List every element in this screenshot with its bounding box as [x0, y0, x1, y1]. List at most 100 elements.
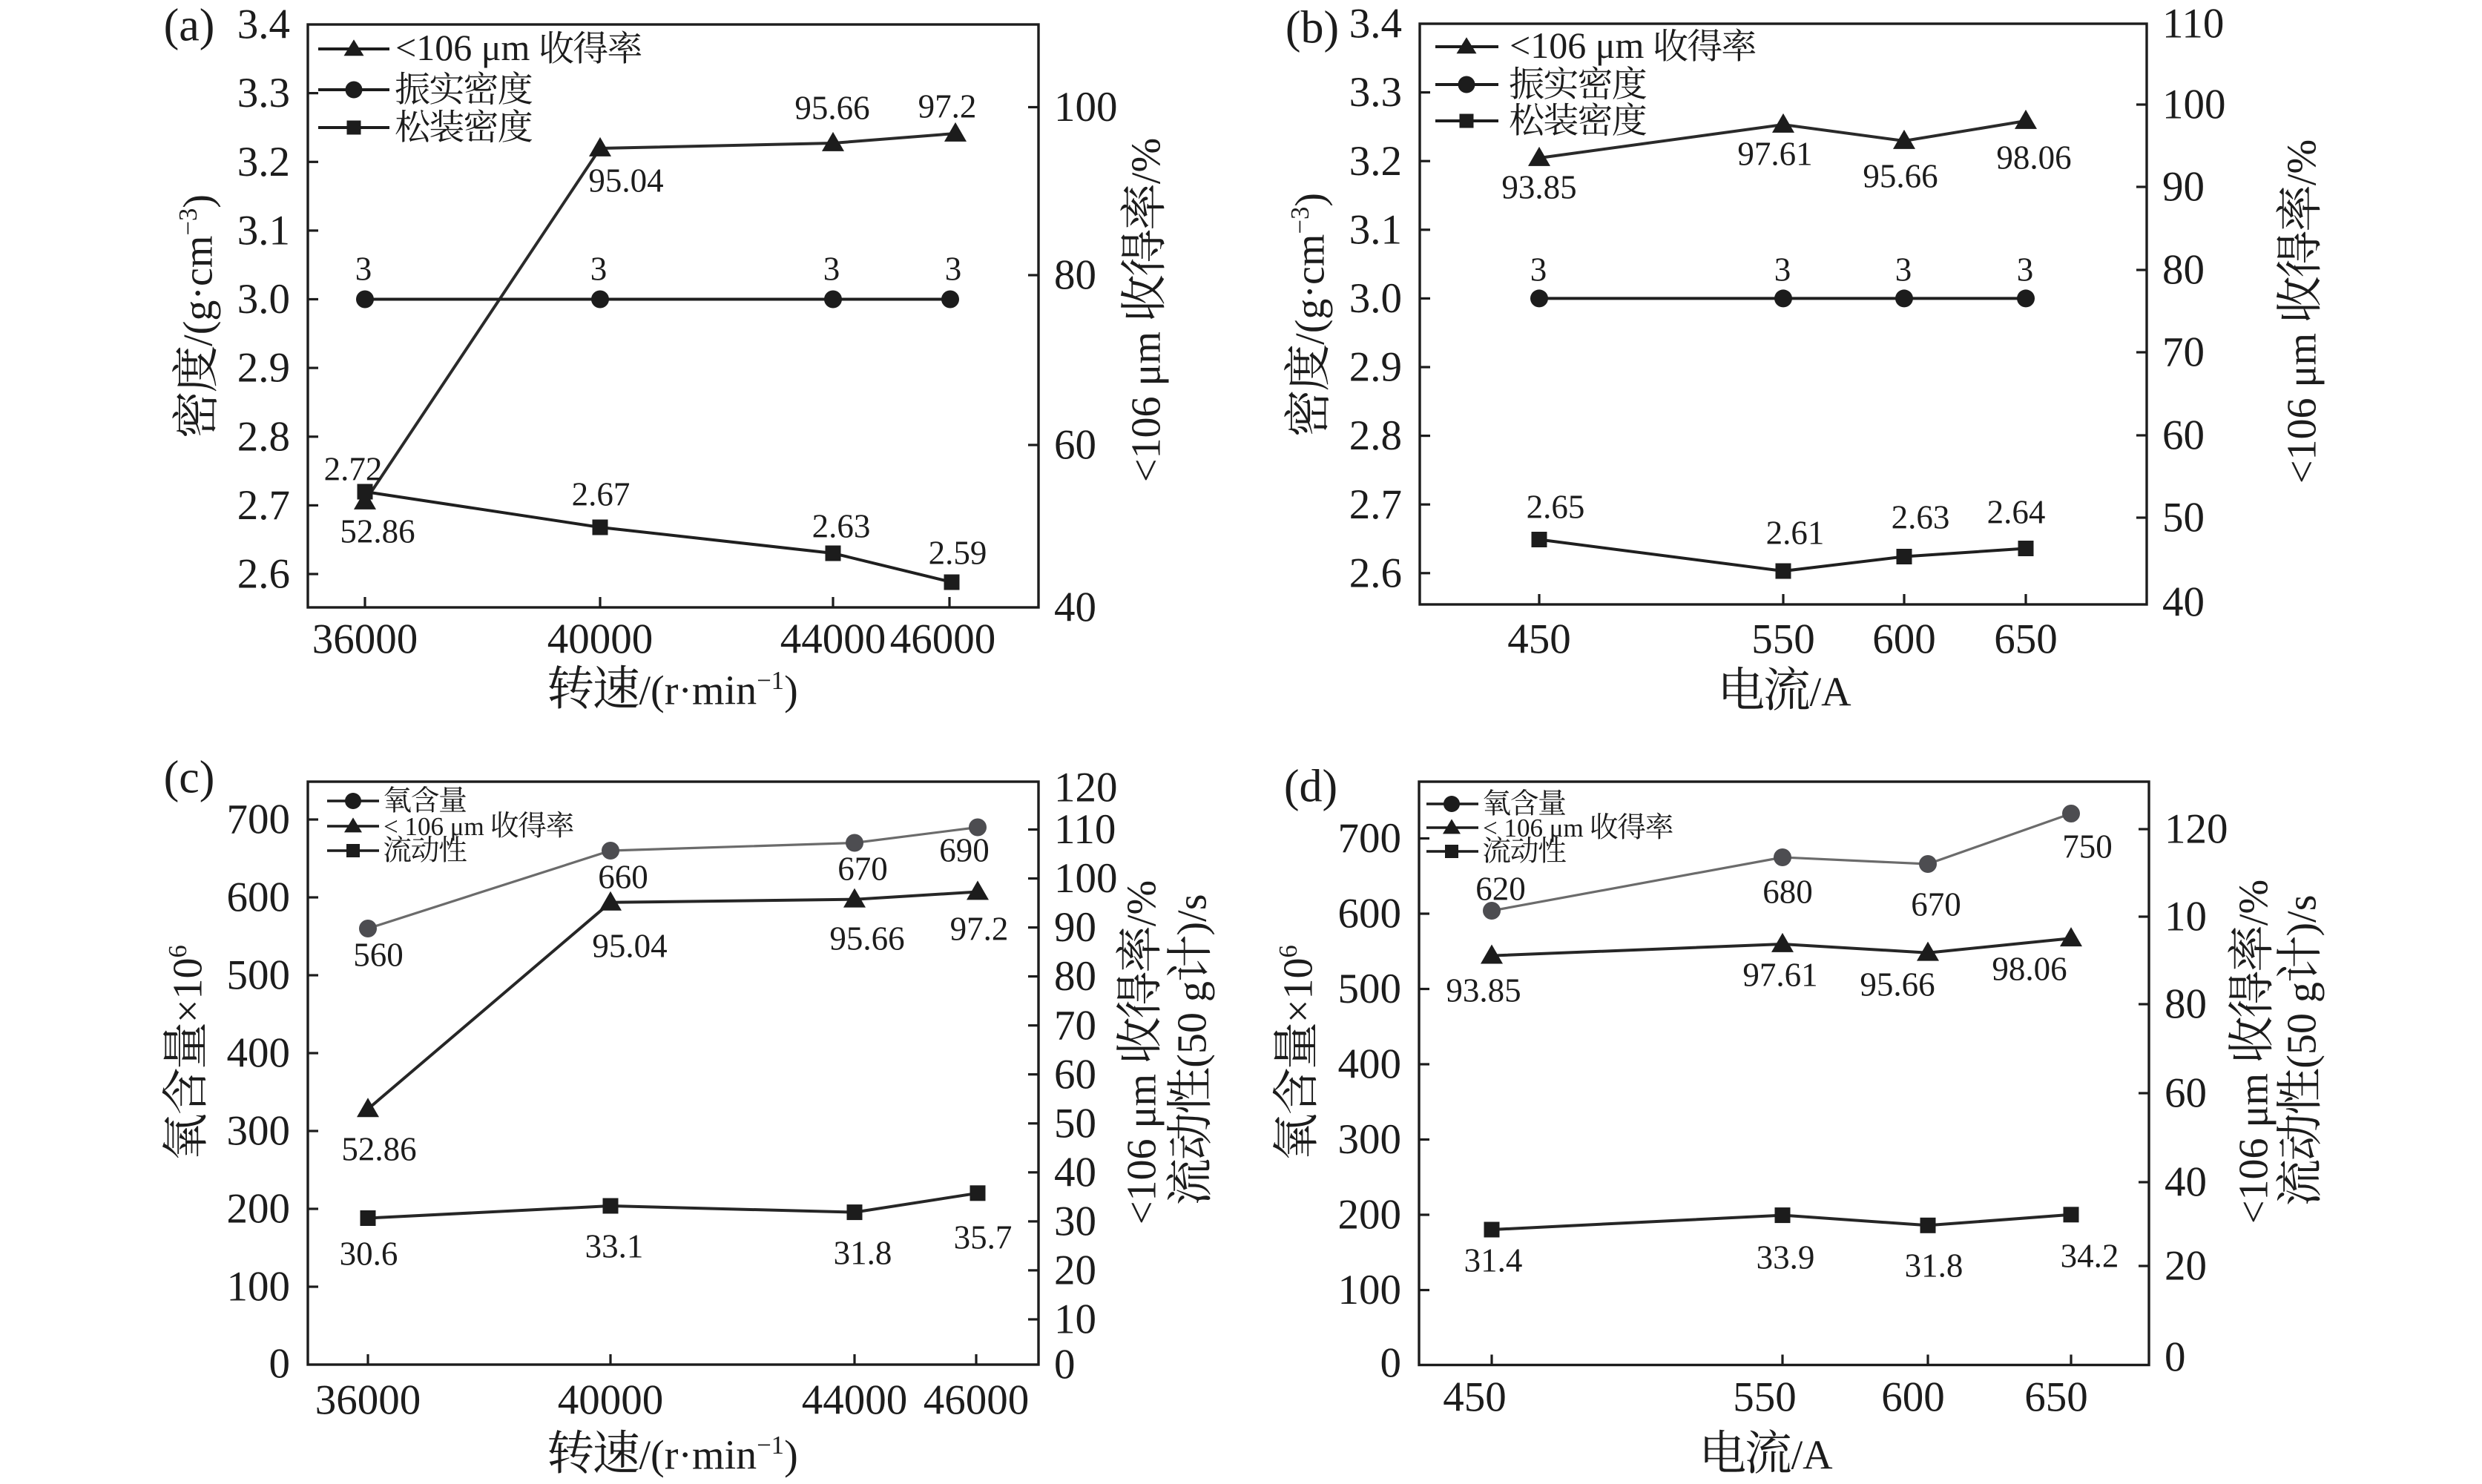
svg-text:95.66: 95.66 [1863, 158, 1938, 195]
svg-text:400: 400 [1338, 1041, 1402, 1088]
svg-text:<106 μm: <106 μm [2231, 1073, 2277, 1224]
svg-text:2.7: 2.7 [1349, 481, 1402, 528]
svg-text:2.64: 2.64 [1987, 494, 2046, 531]
svg-text:50: 50 [2162, 495, 2205, 541]
svg-text:3: 3 [1895, 251, 1912, 288]
svg-text:40: 40 [1054, 584, 1096, 631]
svg-text:100: 100 [1054, 84, 1118, 131]
svg-text:)/s: )/s [2279, 895, 2325, 937]
svg-text:60: 60 [2162, 412, 2205, 459]
svg-text:31.8: 31.8 [1905, 1247, 1963, 1285]
svg-text:/(r·min: /(r·min [639, 667, 757, 713]
svg-text:620: 620 [1475, 871, 1526, 908]
svg-text:60: 60 [1054, 1051, 1096, 1098]
svg-text:750: 750 [2062, 828, 2113, 865]
svg-text:670: 670 [1911, 886, 1961, 923]
svg-text:<106 μm: <106 μm [1123, 332, 1169, 482]
svg-text:36000: 36000 [315, 1377, 421, 1424]
svg-text:/A: /A [1791, 1432, 1834, 1478]
svg-text:3: 3 [945, 251, 962, 288]
svg-text:/(g·cm: /(g·cm [1287, 234, 1333, 345]
svg-text:97.2: 97.2 [918, 88, 977, 125]
svg-text:< 106 μm: < 106 μm [384, 812, 484, 841]
svg-text:2.9: 2.9 [1349, 344, 1402, 391]
svg-text:40000: 40000 [558, 1377, 664, 1424]
svg-text:50: 50 [1054, 1100, 1096, 1147]
svg-text:93.85: 93.85 [1446, 972, 1521, 1009]
svg-text:/%: /% [1119, 880, 1165, 926]
svg-text:98.06: 98.06 [1992, 951, 2067, 988]
svg-text:3.0: 3.0 [1349, 275, 1402, 322]
svg-text:3.4: 3.4 [237, 1, 290, 48]
svg-text:40: 40 [1054, 1149, 1096, 1196]
svg-text:95.04: 95.04 [588, 162, 663, 199]
svg-text:80: 80 [2162, 247, 2205, 294]
svg-text:(a): (a) [164, 0, 215, 50]
svg-text:31.8: 31.8 [834, 1235, 892, 1272]
svg-text:<106 μm: <106 μm [2279, 333, 2325, 484]
svg-text:3.2: 3.2 [237, 139, 290, 185]
svg-text:550: 550 [1733, 1374, 1797, 1421]
svg-text:33.9: 33.9 [1757, 1239, 1815, 1276]
svg-text:40: 40 [2162, 579, 2205, 626]
svg-text:20: 20 [2165, 1243, 2207, 1290]
svg-text:3: 3 [2017, 251, 2034, 288]
svg-text:2.6: 2.6 [237, 551, 290, 598]
svg-text:10: 10 [1054, 1296, 1096, 1343]
svg-text:110: 110 [2162, 1, 2224, 47]
svg-text:31.4: 31.4 [1464, 1242, 1523, 1279]
svg-text:/(g·cm: /(g·cm [175, 236, 221, 346]
svg-text:(c): (c) [164, 752, 215, 802]
svg-text:70: 70 [2162, 329, 2205, 376]
svg-text:0: 0 [2165, 1334, 2186, 1381]
svg-text:200: 200 [227, 1186, 291, 1233]
svg-text:−1: −1 [757, 1431, 784, 1460]
svg-text:560: 560 [353, 937, 404, 974]
svg-text:500: 500 [1338, 966, 1402, 1012]
svg-text:0: 0 [269, 1341, 291, 1388]
svg-text:2.72: 2.72 [324, 451, 383, 488]
svg-text:100: 100 [227, 1264, 291, 1310]
svg-text:97.61: 97.61 [1737, 136, 1812, 173]
svg-text:550: 550 [1751, 616, 1815, 663]
svg-text:200: 200 [1338, 1192, 1402, 1239]
svg-text:600: 600 [1881, 1374, 1945, 1421]
svg-text:0: 0 [1380, 1340, 1402, 1387]
svg-text:−1: −1 [757, 666, 784, 695]
svg-text:300: 300 [227, 1108, 291, 1155]
svg-text:300: 300 [1338, 1116, 1402, 1163]
svg-text:34.2: 34.2 [2061, 1238, 2119, 1275]
svg-text:×10: ×10 [1275, 958, 1321, 1023]
svg-text:650: 650 [2024, 1374, 2088, 1421]
svg-text:80: 80 [2165, 981, 2207, 1028]
svg-text:−3: −3 [1286, 207, 1314, 234]
svg-text:33.1: 33.1 [585, 1228, 644, 1265]
svg-text:30.6: 30.6 [340, 1236, 398, 1273]
svg-text:600: 600 [227, 874, 291, 921]
svg-text:(50 g: (50 g [2279, 982, 2325, 1069]
svg-text:44000: 44000 [780, 616, 886, 663]
svg-text:600: 600 [1338, 891, 1402, 937]
svg-text:3: 3 [823, 251, 840, 288]
svg-text:<106 μm: <106 μm [395, 27, 530, 68]
svg-text:670: 670 [837, 851, 888, 888]
svg-text:(50 g: (50 g [1169, 981, 1215, 1068]
svg-text:35.7: 35.7 [954, 1219, 1013, 1256]
svg-text:3.3: 3.3 [237, 70, 290, 116]
svg-text:2.9: 2.9 [237, 345, 290, 392]
svg-text:110: 110 [1054, 806, 1116, 853]
svg-text:6: 6 [163, 945, 192, 957]
svg-text:97.61: 97.61 [1742, 957, 1817, 994]
svg-text:2.65: 2.65 [1527, 489, 1585, 526]
svg-text:97.2: 97.2 [950, 911, 1009, 948]
svg-text:60: 60 [1054, 422, 1096, 469]
svg-text:600: 600 [1872, 616, 1936, 663]
svg-text:100: 100 [1054, 855, 1118, 902]
svg-text:3.1: 3.1 [237, 208, 290, 254]
svg-text:): ) [784, 1432, 798, 1478]
svg-text:98.06: 98.06 [1996, 139, 2071, 177]
svg-text:<106 μm: <106 μm [1119, 1074, 1165, 1224]
svg-text:690: 690 [939, 832, 990, 869]
svg-text:700: 700 [227, 797, 291, 843]
svg-text:/A: /A [1810, 669, 1852, 715]
